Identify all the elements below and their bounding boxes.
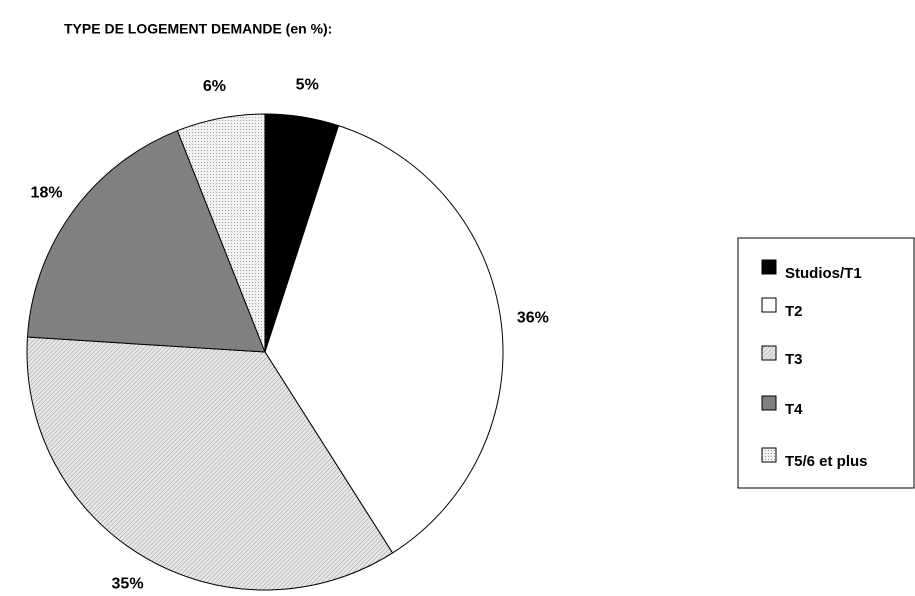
legend-swatch [761, 345, 777, 361]
data-label: 35% [112, 576, 144, 593]
legend-swatch [761, 447, 777, 463]
legend-swatch [761, 259, 777, 275]
legend-label: T4 [785, 401, 803, 418]
legend-label: Studios/T1 [785, 265, 862, 282]
data-label: 6% [203, 78, 226, 95]
chart-title: TYPE DE LOGEMENT DEMANDE (en %): [64, 21, 332, 37]
legend-label: T3 [785, 351, 803, 368]
pie-slice [264, 125, 504, 554]
legend-swatch [761, 395, 777, 411]
legend-box [737, 237, 915, 489]
legend-label: T2 [785, 303, 803, 320]
legend-swatch [761, 297, 777, 313]
pie-slice [26, 336, 394, 591]
pie-slice [176, 113, 266, 353]
data-label: 5% [296, 77, 319, 94]
pie-slice [26, 130, 266, 353]
data-label: 18% [31, 185, 63, 202]
legend-label: T5/6 et plus [785, 453, 868, 470]
data-label: 36% [517, 309, 549, 326]
